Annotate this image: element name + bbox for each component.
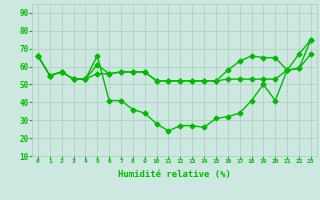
X-axis label: Humidité relative (%): Humidité relative (%) (118, 170, 231, 179)
